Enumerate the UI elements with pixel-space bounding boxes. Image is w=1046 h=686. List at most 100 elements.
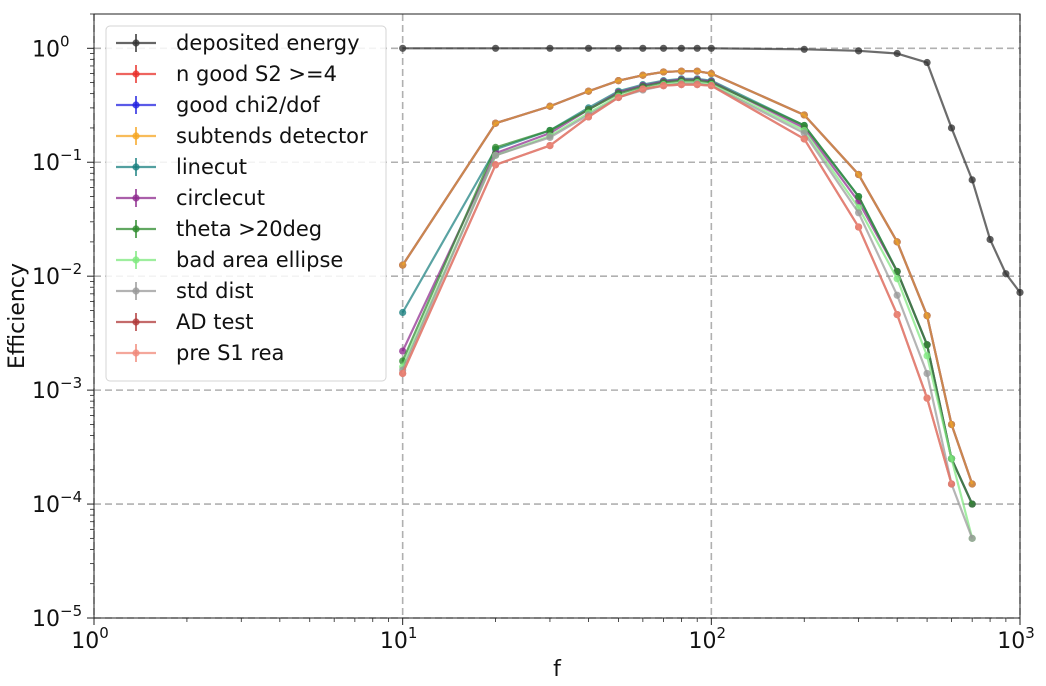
data-point (855, 223, 863, 231)
legend-item: n good S2 >=4 (116, 62, 337, 86)
x-axis-label: f (553, 657, 562, 682)
major-ticks (87, 47, 1021, 625)
y-tick-label: 10−1 (32, 146, 82, 176)
legend-swatch-marker (132, 318, 140, 326)
data-point (855, 209, 863, 217)
legend-swatch-marker (132, 256, 140, 264)
x-tick-label: 103 (997, 624, 1035, 654)
legend-label: bad area ellipse (176, 248, 343, 272)
data-point (893, 291, 901, 299)
data-point (639, 44, 647, 52)
data-point (399, 261, 407, 269)
data-point (923, 58, 931, 67)
data-point (491, 119, 500, 127)
data-point (546, 141, 554, 150)
data-point (855, 170, 863, 179)
x-tick-label: 101 (380, 624, 418, 654)
data-point (659, 82, 668, 90)
plot-frame (93, 13, 1021, 619)
data-point (968, 534, 976, 542)
data-point (584, 44, 593, 52)
data-point (947, 455, 956, 463)
legend-item: pre S1 rea (116, 341, 284, 365)
data-point (855, 47, 863, 55)
data-point (491, 143, 500, 151)
legend-label: n good S2 >=4 (176, 62, 337, 86)
legend-swatch-marker (132, 132, 140, 140)
data-point (855, 192, 863, 201)
data-point (546, 102, 554, 110)
data-point (800, 45, 808, 53)
data-point (584, 87, 593, 95)
data-point (947, 124, 956, 132)
y-tick-label: 10−4 (32, 488, 82, 518)
data-point (800, 135, 808, 143)
data-point (399, 308, 407, 317)
legend-label: good chi2/dof (176, 93, 320, 117)
legend-label: AD test (176, 310, 254, 334)
legend-label: deposited energy (176, 31, 360, 55)
data-point (707, 82, 715, 90)
series-layer (399, 44, 1024, 542)
y-tick-label: 10−3 (32, 374, 82, 404)
series-10 (399, 81, 956, 488)
data-point (693, 67, 701, 75)
data-point (800, 129, 808, 137)
data-point (968, 176, 976, 184)
series-3 (399, 67, 976, 488)
legend-swatch-marker (132, 349, 140, 357)
legend-item: std dist (116, 279, 254, 303)
series-line (401, 79, 974, 505)
data-point (693, 44, 701, 52)
data-point (399, 44, 407, 52)
data-point (893, 311, 901, 319)
data-point (947, 420, 956, 429)
data-point (614, 44, 623, 52)
data-point (1002, 270, 1010, 278)
legend-label: std dist (176, 279, 254, 303)
legend-label: theta >20deg (176, 217, 322, 241)
data-point (677, 81, 686, 89)
data-point (968, 480, 976, 488)
data-point (546, 133, 554, 142)
legend-item: AD test (116, 310, 254, 334)
data-point (707, 69, 715, 78)
legend-item: subtends detector (116, 124, 368, 148)
data-point (986, 235, 994, 244)
data-point (491, 151, 500, 159)
tick-labels: 100 101 102 103 100 10−1 10−2 10−3 10−4 10−5 (32, 32, 1035, 654)
data-point (923, 312, 931, 320)
data-point (584, 113, 593, 121)
legend-swatch-marker (132, 194, 140, 202)
legend-label: subtends detector (176, 124, 368, 148)
data-point (693, 81, 701, 89)
legend-swatch-marker (132, 101, 140, 109)
data-point (893, 238, 901, 246)
data-point (546, 44, 554, 52)
data-point (614, 93, 623, 102)
legend-item: circlecut (116, 186, 265, 210)
legend-swatch-marker (132, 287, 140, 295)
data-point (923, 394, 931, 402)
legend-item: good chi2/dof (116, 93, 320, 117)
legend-item: theta >20deg (116, 217, 322, 241)
legend-swatch-marker (132, 163, 140, 171)
legend-item: deposited energy (116, 31, 360, 55)
series-line (401, 70, 974, 485)
data-point (639, 71, 647, 79)
y-tick-label: 100 (32, 32, 70, 62)
legend-label: linecut (176, 155, 247, 179)
legend-label: pre S1 rea (176, 341, 284, 365)
data-point (546, 126, 554, 135)
legend-swatch-marker (132, 39, 140, 47)
data-point (923, 369, 931, 378)
y-tick-label: 10−2 (32, 260, 82, 290)
legend: deposited energy n good S2 >=4 good chi2/d… (105, 25, 387, 382)
data-point (893, 49, 901, 58)
data-point (399, 347, 407, 355)
data-point (800, 121, 808, 130)
data-point (923, 352, 931, 360)
data-point (491, 44, 500, 52)
data-point (677, 67, 686, 75)
data-point (947, 480, 956, 488)
